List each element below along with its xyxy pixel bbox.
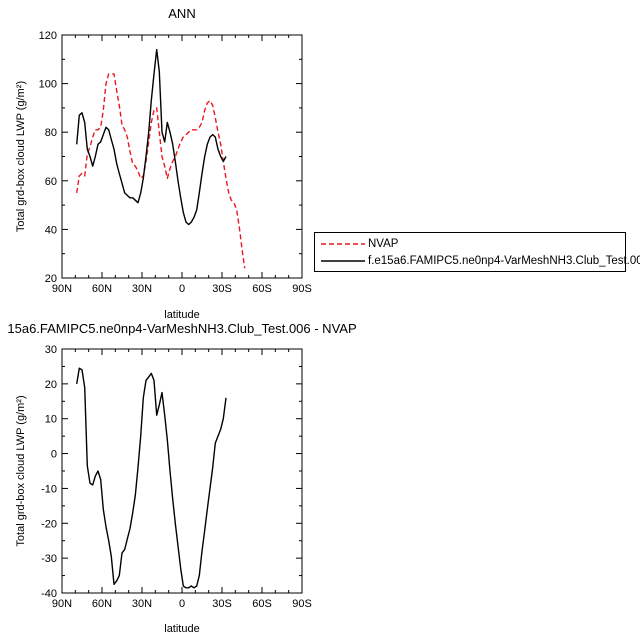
y-tick-label: -20	[41, 518, 57, 530]
legend-label-nvap: NVAP	[368, 238, 399, 250]
y-tick-label: 100	[39, 79, 57, 91]
x-tick-label: 60S	[252, 598, 272, 610]
x-tick-label: 30N	[132, 598, 152, 610]
y-tick-label: -30	[41, 553, 57, 565]
x-tick-label: 60N	[92, 598, 112, 610]
x-tick-label: 30S	[212, 598, 232, 610]
chart-title: ANN	[168, 6, 195, 21]
x-tick-label: 0	[179, 283, 185, 295]
plot-frame	[61, 34, 303, 279]
x-tick-label: 30S	[212, 283, 232, 295]
x-tick-label: 0	[179, 598, 185, 610]
x-tick-label: 90N	[52, 598, 72, 610]
y-tick-label: 40	[45, 224, 57, 236]
x-tick-label: 90N	[52, 283, 72, 295]
series-line-1	[76, 48, 227, 226]
y-tick-label: 20	[45, 379, 57, 391]
y-tick-label: 30	[45, 344, 57, 356]
x-tick-label: 60S	[252, 283, 272, 295]
y-tick-label: 10	[45, 414, 57, 426]
legend-entry-nvap: NVAP	[319, 236, 398, 252]
bottom-panel: 15a6.FAMIPC5.ne0np4-VarMeshNH3.Club_Test…	[7, 321, 356, 635]
legend-entry-model: f.e15a6.FAMIPC5.ne0np4-VarMeshNH3.Club_T…	[319, 253, 640, 269]
y-tick-label: 20	[45, 273, 57, 285]
x-axis-label: latitude	[164, 623, 199, 635]
y-tick-label: 120	[39, 30, 57, 42]
y-tick-label: 80	[45, 127, 57, 139]
y-axis-label: Total grd-box cloud LWP (g/m²)	[15, 395, 27, 546]
top-panel: ANN 90N 60N 30N 0 30S 60S 90S 20 40 60 80 100 120 lati…	[15, 6, 312, 321]
y-tick-label: 60	[45, 176, 57, 188]
x-tick-label: 30N	[132, 283, 152, 295]
y-tick-label: 0	[51, 449, 57, 461]
legend-swatch-model	[321, 260, 365, 262]
legend: NVAP f.e15a6.FAMIPC5.ne0np4-VarMeshNH3.C…	[314, 232, 640, 272]
series-line-0	[76, 367, 227, 589]
chart-title: 15a6.FAMIPC5.ne0np4-VarMeshNH3.Club_Test…	[7, 321, 356, 336]
series-line-0	[76, 73, 246, 269]
legend-swatch-nvap	[321, 243, 365, 245]
x-axis-label: latitude	[164, 309, 199, 321]
y-tick-label: -40	[41, 588, 57, 600]
x-tick-label: 60N	[92, 283, 112, 295]
legend-label-model: f.e15a6.FAMIPC5.ne0np4-VarMeshNH3.Club_T…	[368, 255, 640, 267]
x-tick-label: 90S	[292, 283, 312, 295]
y-axis-label: Total grd-box cloud LWP (g/m²)	[15, 81, 27, 232]
y-tick-label: -10	[41, 483, 57, 495]
x-tick-label: 90S	[292, 598, 312, 610]
